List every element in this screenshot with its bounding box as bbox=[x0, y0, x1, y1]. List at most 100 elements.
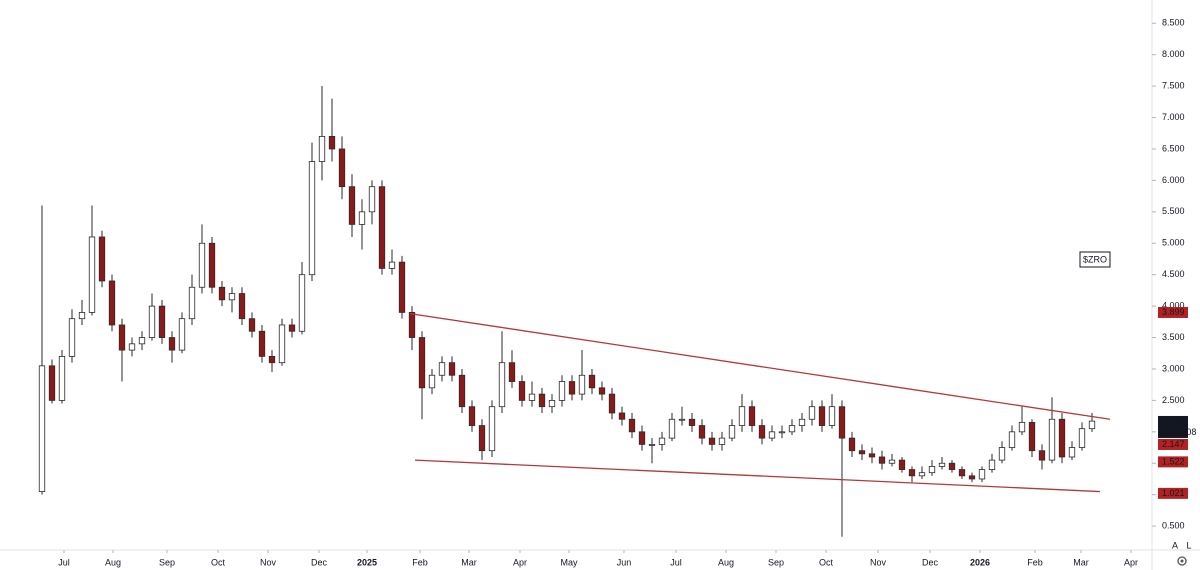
candle-body bbox=[298, 274, 306, 332]
candle-body bbox=[758, 425, 766, 439]
candle-body bbox=[248, 318, 256, 332]
candle-body bbox=[668, 418, 676, 439]
candle-body bbox=[1058, 418, 1066, 458]
candle-body bbox=[68, 318, 76, 357]
y-tick-label: 3.000 bbox=[1162, 363, 1185, 373]
candle-body bbox=[178, 318, 186, 351]
candle-body bbox=[358, 211, 366, 225]
y-tick-label: 0.500 bbox=[1162, 520, 1185, 530]
x-tick-label: Mar bbox=[461, 557, 477, 567]
candle-body bbox=[538, 393, 546, 408]
trendline bbox=[414, 459, 1101, 493]
candle-body bbox=[1038, 450, 1046, 461]
candle-body bbox=[508, 362, 516, 382]
candle-body bbox=[1018, 421, 1026, 433]
candle-body bbox=[88, 236, 96, 313]
candle-body bbox=[888, 459, 896, 464]
candle-body bbox=[348, 186, 356, 225]
x-tick-label: Mar bbox=[1073, 557, 1089, 567]
x-tick-label: Feb bbox=[412, 557, 428, 567]
candle-body bbox=[138, 337, 146, 345]
price-label-box bbox=[1158, 306, 1188, 318]
candle-body bbox=[258, 330, 266, 357]
candle-body bbox=[958, 469, 966, 477]
candle-body bbox=[838, 406, 846, 439]
x-tick-label: Nov bbox=[260, 557, 277, 567]
price-label: 1.021 bbox=[1162, 488, 1185, 498]
candle-body bbox=[38, 365, 46, 492]
y-tick-label: 6.500 bbox=[1162, 143, 1185, 153]
price-label-box bbox=[1158, 456, 1188, 468]
candle-body bbox=[268, 355, 276, 364]
y-tick-label: 4.500 bbox=[1162, 269, 1185, 279]
candle-body bbox=[828, 406, 836, 426]
candle-body bbox=[328, 135, 336, 150]
candle-body bbox=[898, 459, 906, 470]
candle-body bbox=[638, 431, 646, 445]
axis-button[interactable]: L bbox=[1186, 540, 1191, 550]
symbol-text: $ZRO bbox=[1083, 254, 1107, 264]
y-tick-label: 7.000 bbox=[1162, 112, 1185, 122]
candle-body bbox=[998, 447, 1006, 461]
candle-body bbox=[528, 393, 536, 401]
y-tick-label: 4.000 bbox=[1162, 300, 1185, 310]
x-tick-label: 2025 bbox=[357, 557, 377, 567]
candle-body bbox=[1008, 431, 1016, 448]
candle-body bbox=[978, 469, 986, 480]
candle-body bbox=[608, 393, 616, 414]
candle-body bbox=[558, 381, 566, 401]
candle-body bbox=[598, 387, 606, 395]
candle-body bbox=[818, 406, 826, 426]
price-label: 2.147 bbox=[1162, 439, 1185, 449]
candle-body bbox=[798, 418, 806, 426]
x-tick-label: Sep bbox=[768, 557, 784, 567]
axis-button[interactable]: A bbox=[1172, 540, 1178, 550]
x-tick-label: Dec bbox=[311, 557, 328, 567]
symbol-label: $ZRO bbox=[1079, 251, 1111, 268]
candle-body bbox=[448, 362, 456, 376]
countdown: 11:52:08 bbox=[1162, 427, 1196, 437]
candle-body bbox=[618, 412, 626, 420]
candle-body bbox=[768, 431, 776, 439]
candle-body bbox=[438, 362, 446, 376]
candle-body bbox=[388, 261, 396, 269]
candle-body bbox=[928, 465, 936, 474]
candle-body bbox=[398, 261, 406, 313]
candle-body bbox=[938, 462, 946, 467]
candle-body bbox=[708, 437, 716, 445]
candle-body bbox=[788, 425, 796, 433]
candle-body bbox=[988, 459, 996, 470]
candle-body bbox=[868, 453, 876, 458]
candle-body bbox=[158, 305, 166, 338]
candle-body bbox=[878, 456, 886, 464]
candle-body bbox=[98, 236, 106, 282]
y-tick-label: 8.000 bbox=[1162, 49, 1185, 59]
x-tick-label: Apr bbox=[1124, 557, 1138, 567]
candle-body bbox=[1048, 418, 1056, 461]
candle-body bbox=[168, 337, 176, 351]
candle-body bbox=[778, 431, 786, 434]
candle-body bbox=[78, 311, 86, 320]
y-tick-label: 7.500 bbox=[1162, 80, 1185, 90]
x-tick-label: Nov bbox=[870, 557, 887, 567]
candle-body bbox=[118, 324, 126, 351]
price-label-box bbox=[1158, 438, 1188, 450]
candle-body bbox=[278, 324, 286, 364]
candle-body bbox=[108, 280, 116, 326]
candle-body bbox=[728, 425, 736, 439]
candle-body bbox=[218, 286, 226, 301]
price-label-box bbox=[1158, 487, 1188, 499]
x-tick-label: Jun bbox=[617, 557, 632, 567]
x-tick-label: Feb bbox=[1027, 557, 1043, 567]
candle-body bbox=[48, 365, 56, 401]
trendline bbox=[409, 313, 1111, 420]
candle-body bbox=[318, 135, 326, 162]
candle-body bbox=[1078, 428, 1086, 448]
candle-body bbox=[578, 374, 586, 395]
x-tick-label: Aug bbox=[105, 557, 121, 567]
candle-body bbox=[368, 186, 376, 213]
settings-icon[interactable] bbox=[1177, 556, 1187, 566]
candle-body bbox=[688, 418, 696, 426]
candle-body bbox=[228, 293, 236, 301]
